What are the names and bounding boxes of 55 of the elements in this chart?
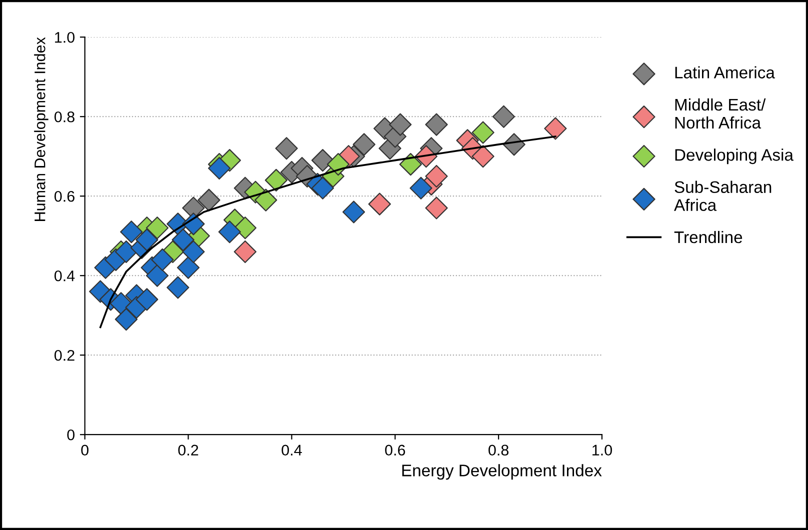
point	[176, 256, 200, 279]
point	[114, 240, 138, 264]
legend-label: Latin America	[675, 66, 775, 78]
y-tick-label: 0.8	[54, 111, 74, 122]
point	[182, 240, 205, 264]
point	[388, 113, 412, 136]
point	[120, 220, 143, 244]
point	[425, 196, 448, 220]
point	[368, 192, 391, 216]
point	[234, 216, 256, 240]
point	[166, 276, 190, 299]
x-tick-label: 0.2	[178, 444, 198, 456]
point	[136, 228, 158, 252]
point	[544, 117, 567, 140]
point	[172, 228, 194, 252]
point	[311, 149, 334, 172]
point	[254, 188, 278, 212]
point	[218, 220, 241, 244]
point	[234, 240, 256, 264]
point	[425, 113, 448, 136]
point	[208, 156, 231, 180]
point	[410, 176, 432, 200]
point	[114, 308, 138, 331]
y-tick-label: 0	[67, 429, 75, 440]
point	[326, 152, 350, 176]
legend-label: Developing Asia	[675, 148, 794, 164]
point	[136, 288, 158, 311]
y-tick-label: 0.2	[54, 350, 74, 361]
y-tick-label: 0.6	[54, 190, 74, 202]
x-tick-label: 0.6	[385, 444, 406, 456]
point	[198, 188, 220, 212]
x-tick-label: 0	[81, 444, 88, 456]
point	[146, 264, 169, 287]
point	[311, 176, 334, 200]
x-tick-label: 0.4	[282, 444, 302, 456]
point	[492, 105, 516, 128]
point	[425, 164, 448, 188]
legend-label: Sub-Saharan Africa	[674, 180, 772, 211]
y-tick-label: 0.4	[54, 270, 75, 282]
y-axis-title: Human Development Index	[34, 37, 48, 221]
point	[399, 152, 422, 176]
point	[352, 133, 376, 156]
point	[472, 145, 494, 168]
x-tick-label: 1.0	[592, 444, 612, 456]
x-axis-title: Energy Development Index	[402, 464, 602, 480]
y-tick-label: 1.0	[55, 32, 75, 43]
point	[146, 216, 169, 240]
point	[472, 121, 494, 144]
point	[264, 168, 288, 192]
point	[275, 137, 298, 160]
point	[342, 200, 366, 224]
legend-label: Trendline	[674, 230, 742, 244]
point	[151, 248, 174, 272]
legend-label: Middle East/ North Africa	[675, 98, 766, 129]
x-tick-label: 0.8	[488, 444, 508, 456]
